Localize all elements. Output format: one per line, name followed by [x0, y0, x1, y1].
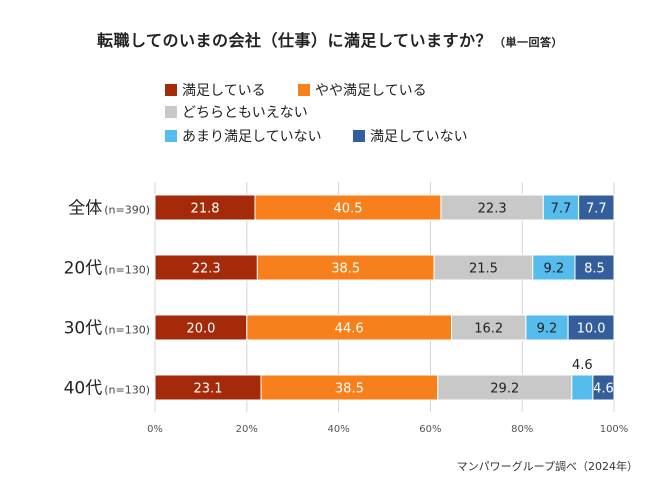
- bar-value-label: 7.7: [551, 202, 572, 217]
- category-name: 40代: [64, 379, 103, 399]
- legend-swatch: [298, 84, 310, 96]
- chart-title-text: 転職してのいまの会社（仕事）に満足していますか？: [96, 31, 493, 50]
- category-name: 30代: [64, 319, 103, 339]
- bar-value-label: 4.6: [572, 358, 593, 373]
- bar-segment: [154, 374, 262, 401]
- bar-segment: [451, 314, 527, 341]
- bar-value-label: 9.2: [537, 322, 558, 337]
- bar-segment: [574, 254, 615, 281]
- legend-item: あまり満足していない: [165, 126, 322, 146]
- bar-segment: [542, 194, 580, 221]
- bar-value-label: 38.5: [331, 262, 360, 277]
- bar-value-label: 16.2: [474, 322, 503, 337]
- legend-item: 満足していない: [353, 126, 468, 146]
- bar-value-label: 23.1: [194, 382, 223, 397]
- category-name: 全体: [68, 199, 102, 219]
- bar-value-label: 29.2: [490, 382, 519, 397]
- x-tick-label: 0%: [147, 424, 163, 435]
- bar-value-label: 7.7: [586, 202, 607, 217]
- bar-value-label: 22.3: [192, 262, 221, 277]
- bar-segment: [525, 314, 569, 341]
- legend-swatch: [165, 130, 177, 142]
- x-tick-label: 40%: [327, 424, 349, 435]
- legend-item: やや満足している: [298, 80, 427, 100]
- legend-label: あまり満足していない: [182, 129, 322, 145]
- legend-label: やや満足している: [315, 83, 427, 99]
- bar-value-label: 8.5: [584, 262, 605, 277]
- legend-label: 満足していない: [370, 129, 468, 145]
- bar-segment: [578, 194, 615, 221]
- x-tick-label: 60%: [419, 424, 441, 435]
- chart-title-note: （単一回答）: [494, 36, 564, 49]
- bar-segment: [571, 374, 594, 401]
- bar-value-label: 44.6: [335, 322, 364, 337]
- legend-swatch: [165, 106, 177, 118]
- bar-value-label: 40.5: [334, 202, 363, 217]
- category-label: 30代 (n=130): [64, 319, 150, 339]
- bar-segment: [154, 314, 248, 341]
- bar-value-label: 22.3: [478, 202, 507, 217]
- x-tick-label: 100%: [600, 424, 629, 435]
- bar-segment: [567, 314, 615, 341]
- bar-value-label: 9.2: [544, 262, 565, 277]
- source-credit: マンパワーグループ調べ（2024年）: [456, 460, 638, 473]
- bar-segment: [254, 194, 442, 221]
- chart-title: 転職してのいまの会社（仕事）に満足していますか？ （単一回答）: [0, 27, 660, 51]
- category-n: (n=130): [104, 324, 150, 337]
- x-tick-label: 20%: [236, 424, 258, 435]
- legend-swatch: [353, 130, 365, 142]
- legend-swatch: [165, 84, 177, 96]
- bar-value-label: 21.5: [469, 262, 498, 277]
- bar-segment: [154, 254, 258, 281]
- category-n: (n=130): [104, 264, 150, 277]
- bar-segment: [246, 314, 453, 341]
- bar-segment: [260, 374, 439, 401]
- bar-segment: [256, 254, 435, 281]
- legend-item: どちらともいえない: [165, 102, 308, 122]
- category-label: 全体 (n=390): [68, 199, 150, 219]
- bar-value-label: 10.0: [577, 322, 606, 337]
- x-tick-label: 80%: [511, 424, 533, 435]
- category-n: (n=390): [104, 204, 150, 217]
- bar-segment: [433, 254, 534, 281]
- bar-segment: [440, 194, 544, 221]
- bar-segment: [154, 194, 256, 221]
- category-name: 20代: [64, 259, 103, 279]
- legend-label: 満足している: [182, 83, 266, 99]
- category-label: 40代 (n=130): [64, 379, 150, 399]
- bar-value-label: 20.0: [186, 322, 215, 337]
- bar-value-label: 38.5: [335, 382, 364, 397]
- bar-segment: [592, 374, 615, 401]
- legend-item: 満足している: [165, 80, 266, 100]
- bar-value-label: 21.8: [191, 202, 220, 217]
- legend-label: どちらともいえない: [182, 105, 308, 121]
- bar-value-label: 4.6: [593, 382, 614, 397]
- category-n: (n=130): [104, 384, 150, 397]
- category-label: 20代 (n=130): [64, 259, 150, 279]
